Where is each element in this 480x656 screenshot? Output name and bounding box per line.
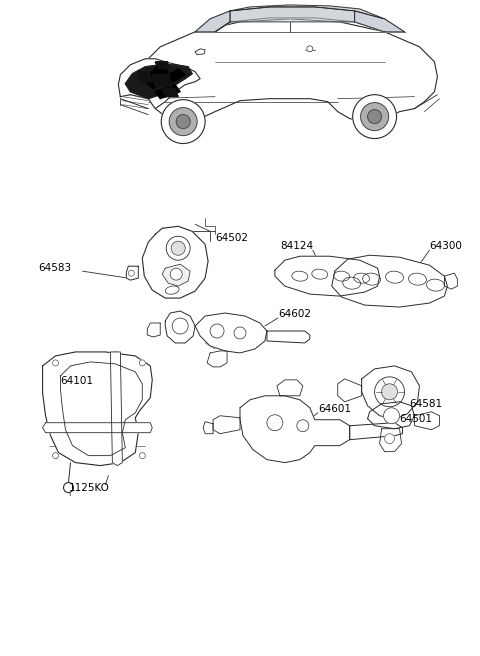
Polygon shape (119, 59, 200, 109)
Polygon shape (148, 65, 168, 82)
Polygon shape (155, 85, 180, 98)
Polygon shape (152, 75, 172, 87)
Polygon shape (361, 366, 420, 419)
Polygon shape (162, 69, 185, 85)
Circle shape (169, 108, 197, 136)
Polygon shape (142, 226, 208, 298)
Circle shape (382, 384, 397, 400)
Circle shape (170, 268, 182, 280)
Circle shape (234, 327, 246, 339)
Circle shape (353, 94, 396, 138)
Polygon shape (162, 89, 178, 96)
Text: 64601: 64601 (318, 403, 351, 414)
Circle shape (139, 453, 145, 459)
Polygon shape (195, 11, 230, 32)
Circle shape (368, 110, 382, 123)
Circle shape (297, 420, 309, 432)
Circle shape (210, 324, 224, 338)
Polygon shape (338, 379, 361, 401)
Circle shape (384, 434, 395, 443)
Circle shape (171, 241, 185, 255)
Text: 1125KO: 1125KO (69, 483, 109, 493)
Polygon shape (350, 422, 403, 440)
Polygon shape (332, 255, 447, 307)
Polygon shape (195, 7, 405, 32)
Circle shape (161, 100, 205, 144)
Polygon shape (195, 313, 267, 353)
Polygon shape (275, 256, 380, 296)
Text: 64581: 64581 (409, 399, 443, 409)
Polygon shape (207, 351, 227, 367)
Text: 64502: 64502 (215, 234, 248, 243)
Polygon shape (195, 49, 205, 55)
Polygon shape (277, 380, 303, 396)
Polygon shape (137, 72, 152, 82)
Polygon shape (368, 401, 415, 429)
Circle shape (128, 270, 134, 276)
Polygon shape (240, 396, 350, 462)
Circle shape (172, 318, 188, 334)
Text: 64101: 64101 (60, 376, 94, 386)
Polygon shape (415, 412, 439, 430)
Text: 84124: 84124 (280, 241, 313, 251)
Polygon shape (145, 72, 170, 89)
Circle shape (52, 360, 59, 366)
Polygon shape (43, 352, 152, 466)
Circle shape (176, 115, 190, 129)
Polygon shape (267, 331, 310, 343)
Circle shape (374, 377, 405, 407)
Circle shape (267, 415, 283, 431)
Circle shape (360, 102, 389, 131)
Polygon shape (230, 5, 384, 19)
Polygon shape (215, 7, 355, 32)
Circle shape (307, 46, 313, 52)
Circle shape (63, 483, 73, 493)
Polygon shape (126, 266, 138, 280)
Polygon shape (120, 19, 437, 121)
Circle shape (139, 360, 145, 366)
Polygon shape (110, 352, 122, 466)
Polygon shape (125, 65, 192, 98)
Text: 64583: 64583 (38, 263, 72, 273)
Polygon shape (203, 422, 213, 434)
Polygon shape (213, 416, 240, 434)
Polygon shape (147, 323, 160, 337)
Circle shape (384, 408, 399, 424)
Circle shape (52, 453, 59, 459)
Polygon shape (165, 311, 195, 343)
Polygon shape (162, 264, 190, 286)
Polygon shape (60, 362, 142, 456)
Text: 64602: 64602 (278, 309, 311, 319)
Circle shape (166, 236, 190, 260)
Text: 64300: 64300 (430, 241, 462, 251)
Polygon shape (155, 62, 170, 69)
Text: 64501: 64501 (399, 414, 432, 424)
Polygon shape (355, 11, 405, 32)
Polygon shape (43, 422, 152, 433)
Polygon shape (444, 273, 457, 289)
Polygon shape (380, 429, 402, 451)
